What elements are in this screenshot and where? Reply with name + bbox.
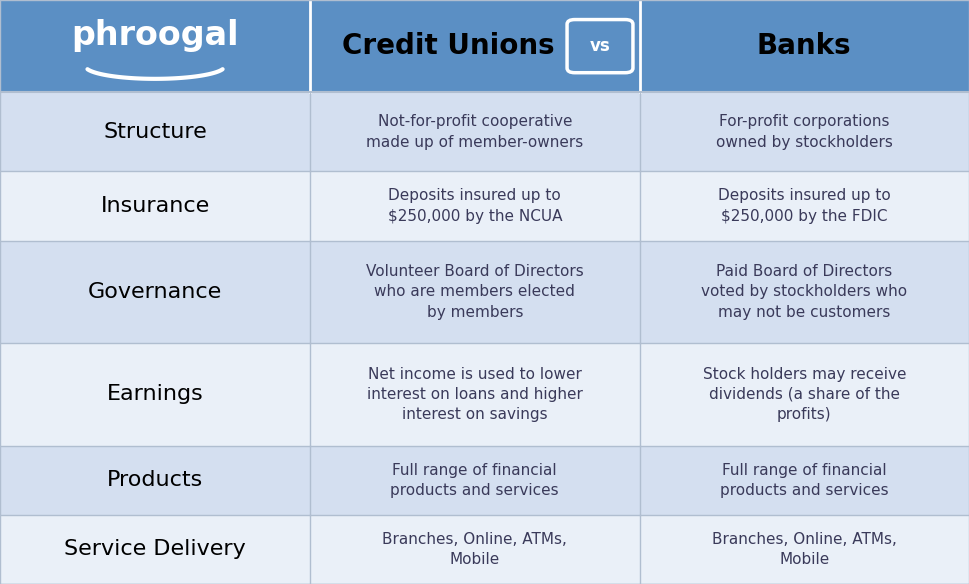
Text: Full range of financial
products and services: Full range of financial products and ser… <box>391 463 559 498</box>
Text: Branches, Online, ATMs,
Mobile: Branches, Online, ATMs, Mobile <box>712 531 896 567</box>
Bar <box>640 515 969 584</box>
Bar <box>310 0 640 92</box>
Bar <box>0 515 310 584</box>
Bar <box>640 241 969 343</box>
FancyBboxPatch shape <box>567 19 633 72</box>
Text: Insurance: Insurance <box>101 196 209 216</box>
Bar <box>310 343 640 446</box>
Text: Branches, Online, ATMs,
Mobile: Branches, Online, ATMs, Mobile <box>383 531 567 567</box>
Text: vs: vs <box>589 37 610 55</box>
Bar <box>0 241 310 343</box>
Bar <box>310 171 640 241</box>
Bar <box>640 343 969 446</box>
Text: Stock holders may receive
dividends (a share of the
profits): Stock holders may receive dividends (a s… <box>703 367 906 422</box>
Text: Structure: Structure <box>103 122 207 142</box>
Text: Full range of financial
products and services: Full range of financial products and ser… <box>720 463 889 498</box>
Text: Products: Products <box>107 470 203 490</box>
Bar <box>640 0 969 92</box>
Bar <box>0 446 310 515</box>
Text: Credit Unions: Credit Unions <box>342 32 555 60</box>
Text: Net income is used to lower
interest on loans and higher
interest on savings: Net income is used to lower interest on … <box>367 367 582 422</box>
Bar <box>310 515 640 584</box>
Text: Not-for-profit cooperative
made up of member-owners: Not-for-profit cooperative made up of me… <box>366 114 583 150</box>
Text: Paid Board of Directors
voted by stockholders who
may not be customers: Paid Board of Directors voted by stockho… <box>702 264 907 319</box>
Text: Deposits insured up to
$250,000 by the FDIC: Deposits insured up to $250,000 by the F… <box>718 188 891 224</box>
Text: For-profit corporations
owned by stockholders: For-profit corporations owned by stockho… <box>716 114 892 150</box>
Text: phroogal: phroogal <box>72 19 238 52</box>
Bar <box>0 343 310 446</box>
Text: Deposits insured up to
$250,000 by the NCUA: Deposits insured up to $250,000 by the N… <box>388 188 562 224</box>
Text: Banks: Banks <box>757 32 852 60</box>
Bar <box>310 446 640 515</box>
Text: Volunteer Board of Directors
who are members elected
by members: Volunteer Board of Directors who are mem… <box>366 264 583 319</box>
Bar <box>640 171 969 241</box>
Bar <box>310 92 640 171</box>
Bar <box>640 446 969 515</box>
Bar <box>640 92 969 171</box>
Bar <box>0 171 310 241</box>
Text: Earnings: Earnings <box>107 384 203 404</box>
Bar <box>0 92 310 171</box>
Bar <box>0 0 310 92</box>
Text: Service Delivery: Service Delivery <box>64 540 246 559</box>
Bar <box>310 241 640 343</box>
Text: Governance: Governance <box>88 282 222 302</box>
